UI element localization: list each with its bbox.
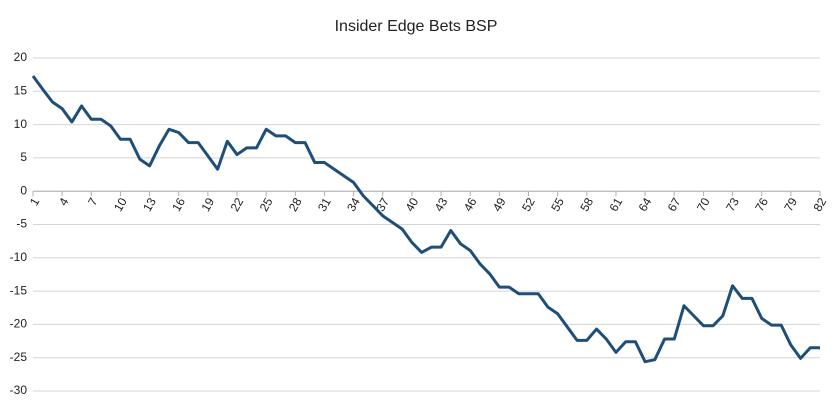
y-tick-label: -30 (10, 383, 28, 397)
x-tick-label: 34 (344, 195, 363, 214)
y-tick-label: -10 (10, 250, 28, 264)
x-tick-label: 46 (461, 195, 480, 214)
x-tick-label: 76 (752, 195, 771, 214)
y-tick-label: -25 (10, 350, 28, 364)
data-line (31, 75, 820, 364)
x-tick-label: 16 (169, 195, 188, 214)
y-tick-label: 0 (20, 183, 27, 197)
x-tick-label: 7 (85, 195, 101, 208)
x-tick-label: 40 (402, 195, 421, 214)
x-tick-label: 61 (607, 195, 626, 214)
y-tick-label: 10 (14, 117, 28, 131)
x-tick-label: 1 (27, 195, 43, 208)
x-tick-label: 43 (432, 195, 451, 214)
y-tick-label: -20 (10, 317, 28, 331)
x-tick-label: 67 (665, 195, 684, 214)
x-tick-label: 55 (548, 195, 567, 214)
x-tick-label: 25 (257, 195, 276, 214)
x-tick-label: 22 (228, 195, 247, 214)
y-tick-label: 5 (20, 150, 27, 164)
x-tick-label: 19 (198, 195, 217, 214)
chart-title: Insider Edge Bets BSP (335, 18, 498, 35)
x-tick-label: 31 (315, 195, 334, 214)
x-tick-label: 13 (140, 195, 159, 214)
x-tick-label: 82 (811, 195, 830, 214)
x-tick-label: 52 (519, 195, 538, 214)
x-tick-label: 28 (286, 195, 305, 214)
x-tick-label: 4 (56, 195, 72, 208)
x-tick-label: 70 (694, 195, 713, 214)
x-tick-label: 10 (111, 195, 130, 214)
y-tick-label: 20 (14, 50, 28, 64)
y-tick-label: -5 (16, 217, 27, 231)
y-tick-label: 15 (14, 83, 28, 97)
y-tick-label: -15 (10, 283, 28, 297)
x-tick-label: 73 (723, 195, 742, 214)
x-tick-label: 58 (577, 195, 596, 214)
x-tick-label: 64 (636, 195, 655, 214)
x-tick-label: 79 (781, 195, 800, 214)
x-tick-label: 49 (490, 195, 509, 214)
